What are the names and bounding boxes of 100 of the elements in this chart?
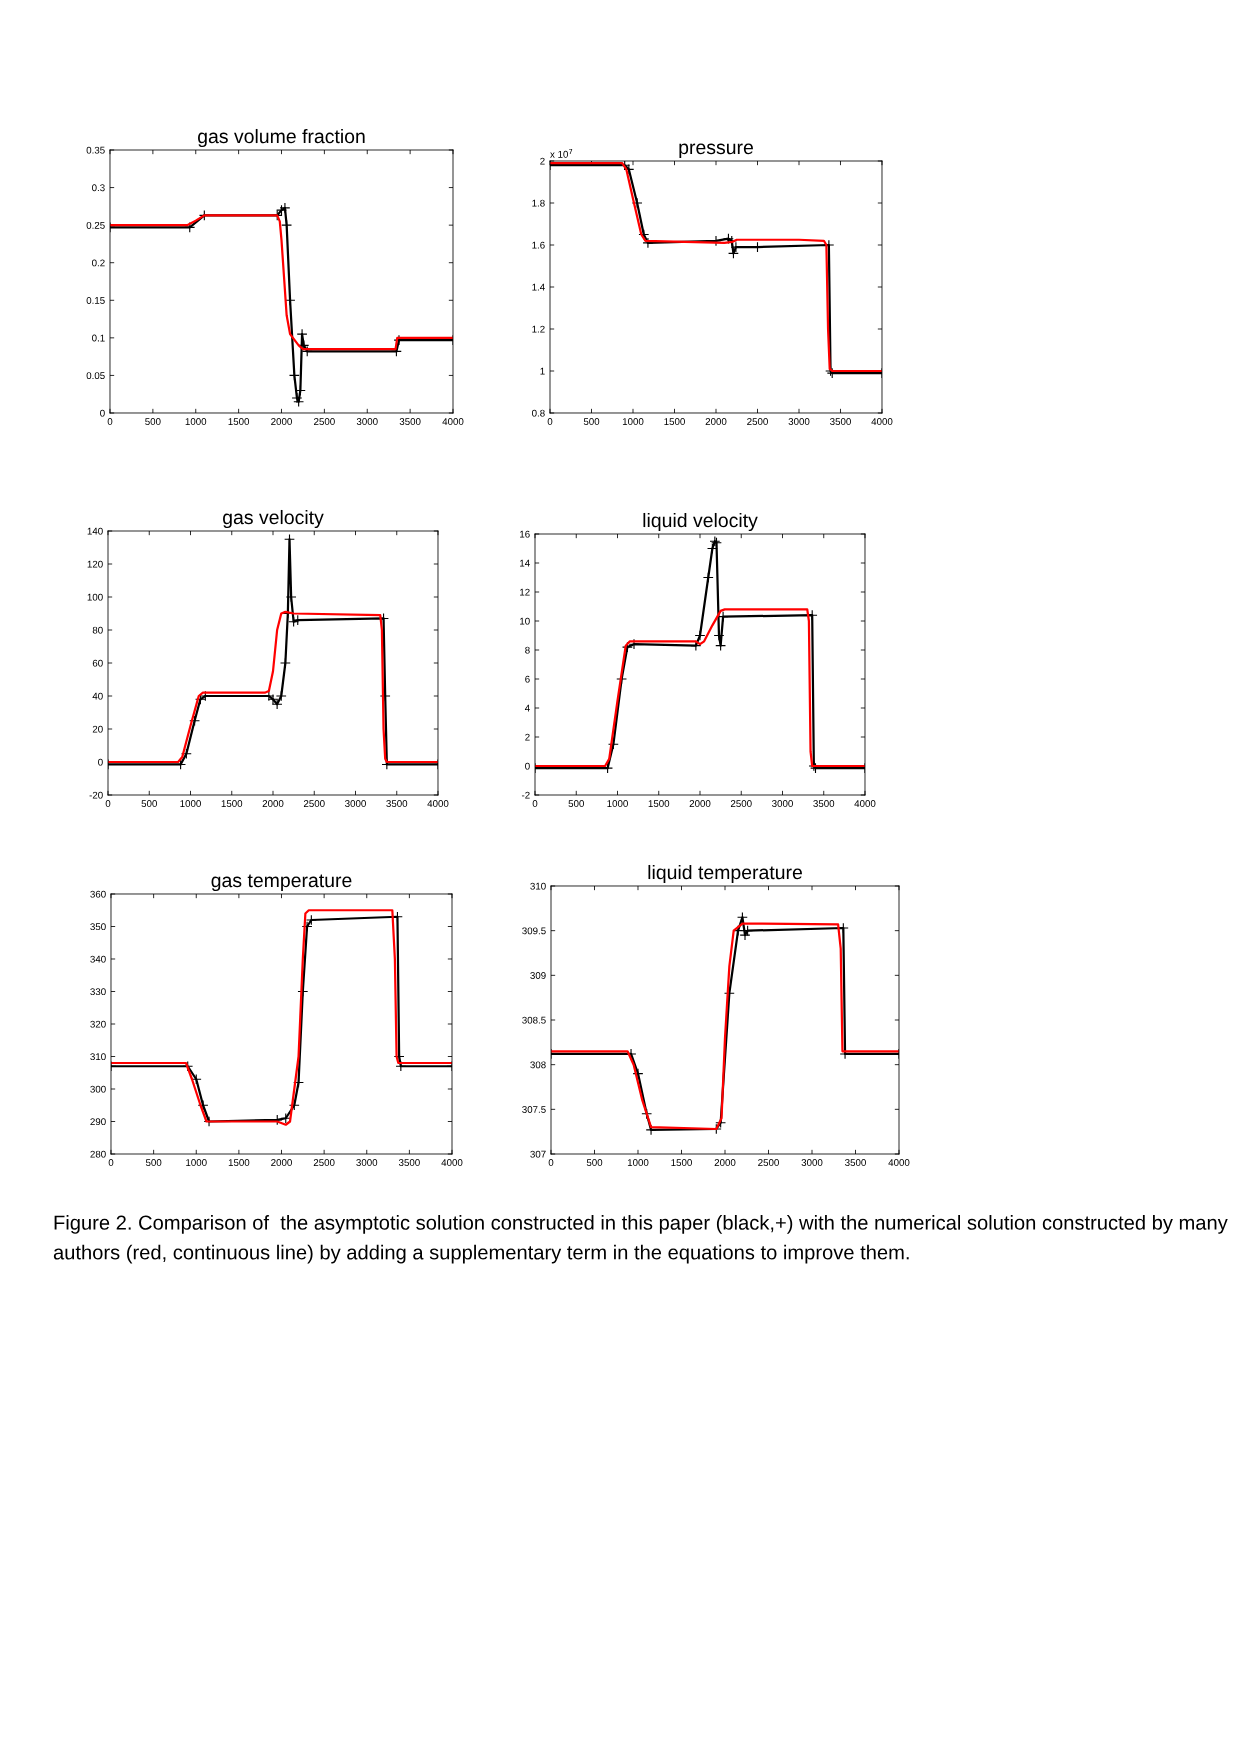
x-tick-label: 1000 <box>185 418 207 425</box>
x-tick-label: 2000 <box>262 800 284 807</box>
x-tick-label: 3000 <box>788 418 810 425</box>
y-tick-label: 310 <box>530 882 546 890</box>
x-tick-label: 500 <box>583 418 600 425</box>
x-tick-label: 3500 <box>398 1159 420 1166</box>
y-tick-label: 1 <box>540 367 545 375</box>
x-tick-label: 500 <box>568 800 584 807</box>
x-tick-label: 3000 <box>801 1159 823 1166</box>
x-tick-label: 1500 <box>228 1159 250 1166</box>
y-tick-label: 350 <box>90 923 106 931</box>
y-tick-label: 0 <box>98 758 103 766</box>
y-tick-label: 0.35 <box>86 146 105 154</box>
y-tick-label: 120 <box>87 560 103 568</box>
y-tick-label: -20 <box>89 791 103 799</box>
x-tick-label: 1000 <box>627 1159 649 1166</box>
y-tick-label: 80 <box>92 626 103 634</box>
x-tick-label: 3500 <box>845 1159 866 1166</box>
x-tick-label: 2500 <box>747 418 768 425</box>
y-tick-label: 0.2 <box>92 259 105 267</box>
x-tick-label: 3000 <box>772 800 793 807</box>
chart-title: liquid temperature <box>648 864 802 884</box>
x-tick-label: 1500 <box>648 800 670 807</box>
x-tick-label: 0 <box>107 418 113 425</box>
y-tick-label: 40 <box>92 692 103 700</box>
y-tick-label: 1.4 <box>532 283 545 291</box>
x-tick-label: 4000 <box>854 800 876 807</box>
y-tick-label: 330 <box>90 988 106 996</box>
x-tick-label: 500 <box>145 418 161 425</box>
x-tick-label: 1500 <box>671 1159 692 1166</box>
x-tick-label: 2000 <box>271 418 292 425</box>
y-tick-label: 300 <box>90 1085 106 1093</box>
y-tick-label: 307.5 <box>522 1106 546 1113</box>
caption: Figure 2. Comparison of the asymptotic solution constructed in this paper (black,+) with the numerical solution constructed by many authors (red, continuous line) by adding a supplementary term in the equations to improve them. <box>53 1215 1228 1264</box>
y-tick-label: -2 <box>521 791 530 799</box>
y-tick-label: 12 <box>520 588 530 596</box>
y-tick-label: 310 <box>90 1053 106 1061</box>
y-tick-label: 20 <box>92 725 103 733</box>
y-tick-label: 0.8 <box>532 409 545 417</box>
chart-title: gas temperature <box>211 874 352 892</box>
x-tick-label: 4000 <box>441 1159 463 1166</box>
x-tick-label: 3000 <box>356 418 378 425</box>
x-tick-label: 1500 <box>664 418 685 425</box>
x-tick-label: 2500 <box>303 800 325 807</box>
x-tick-label: 4000 <box>888 1159 910 1166</box>
x-tick-label: 1000 <box>186 1159 207 1166</box>
x-tick-label: 3500 <box>813 800 835 807</box>
x-tick-label: 500 <box>141 800 157 807</box>
y-tick-label: 309 <box>530 972 546 979</box>
y-tick-label: 0.15 <box>86 297 105 304</box>
x-tick-label: 0 <box>548 1159 554 1166</box>
y-tick-label: 8 <box>525 646 530 654</box>
y-tick-label: 307 <box>530 1150 546 1158</box>
y-tick-label: 4 <box>524 704 530 712</box>
x-tick-label: 0 <box>547 418 553 425</box>
y-tick-label: 10 <box>520 617 530 625</box>
x-tick-label: 1500 <box>221 800 243 807</box>
x-tick-label: 0 <box>108 1159 114 1166</box>
y-tick-label: 308.5 <box>522 1016 546 1024</box>
x-tick-label: 2000 <box>689 800 711 807</box>
y-tick-label: 1.2 <box>532 325 545 333</box>
y-tick-label: 320 <box>90 1020 106 1028</box>
x-tick-label: 3500 <box>386 800 408 807</box>
x-tick-label: 2500 <box>730 800 752 807</box>
x-tick-label: 3500 <box>830 418 851 425</box>
y-tick-label: 309.5 <box>522 927 546 935</box>
chart-title: gas volume fraction <box>198 128 365 148</box>
y-tick-label: 0 <box>525 762 530 770</box>
y-tick-label: 0.3 <box>92 184 105 192</box>
x-tick-label: 500 <box>586 1159 603 1166</box>
y-tick-label: 6 <box>525 675 530 683</box>
x-tick-label: 2000 <box>271 1159 292 1166</box>
x-tick-label: 4000 <box>871 418 893 425</box>
y-tick-label: 16 <box>520 530 530 538</box>
x-tick-label: 2000 <box>714 1159 736 1166</box>
y-tick-label: 0 <box>100 409 105 417</box>
x-tick-label: 2000 <box>705 418 727 425</box>
y-tick-label: 290 <box>90 1118 106 1126</box>
x-tick-label: 3000 <box>345 800 366 807</box>
y-tick-label: 1.8 <box>532 199 545 207</box>
y-tick-label: 1.6 <box>532 241 545 249</box>
x-tick-label: 4000 <box>427 800 449 807</box>
y-tick-label: 2 <box>540 157 545 165</box>
y-tick-label: 0.05 <box>86 372 105 380</box>
x-tick-label: 500 <box>145 1159 162 1166</box>
x-tick-label: 3000 <box>356 1159 378 1166</box>
y-tick-label: 2 <box>525 733 530 741</box>
x-tick-label: 2500 <box>758 1159 779 1166</box>
x-tick-label: 2500 <box>314 418 335 425</box>
y-tick-label: 360 <box>90 890 106 898</box>
x-tick-label: 1500 <box>228 418 250 425</box>
x-tick-label: 0 <box>105 800 111 807</box>
x-tick-label: 4000 <box>442 418 464 425</box>
chart-title: pressure <box>679 143 753 159</box>
x-tick-label: 1000 <box>607 800 628 807</box>
y-tick-label: 140 <box>87 527 103 535</box>
chart-title: gas velocity <box>223 509 324 529</box>
y-tick-label: 100 <box>87 593 103 601</box>
x-tick-label: 3500 <box>399 418 421 425</box>
y-tick-label: 0.1 <box>92 334 105 342</box>
